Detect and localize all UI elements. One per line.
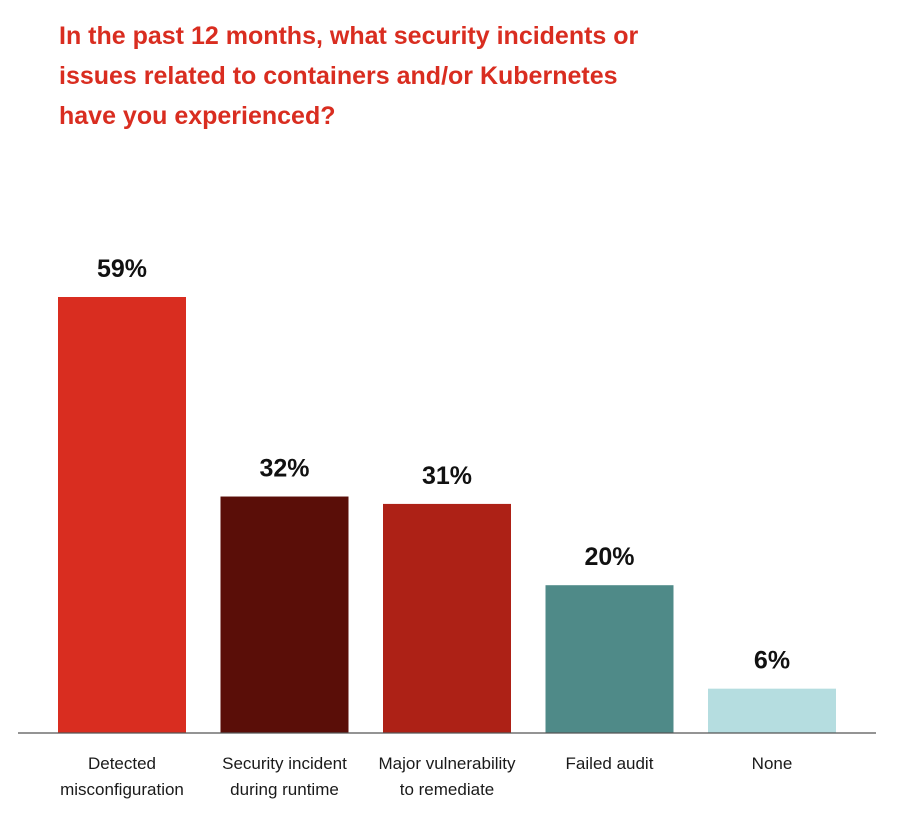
bar-3	[545, 585, 674, 733]
category-label-2: Major vulnerability to remediate	[379, 754, 516, 799]
chart-title: In the past 12 months, what security inc…	[59, 22, 639, 130]
category-label-line: during runtime	[230, 780, 339, 799]
bar-4	[708, 688, 836, 733]
category-label-line: Failed audit	[566, 754, 654, 773]
value-label-1: 32%	[259, 455, 309, 483]
bar-1	[220, 496, 349, 733]
category-label-line: Security incident	[222, 754, 347, 773]
value-label-3: 20%	[584, 543, 634, 571]
category-label-line: misconfiguration	[60, 780, 184, 799]
category-label-line: Detected	[88, 754, 156, 773]
bar-0	[58, 297, 186, 733]
labels-layer: 59% Detected misconfiguration 32% Security i…	[60, 255, 792, 799]
category-label-1: Security incident during runtime	[222, 754, 347, 799]
value-label-4: 6%	[754, 647, 790, 675]
category-label-0: Detected misconfiguration	[60, 754, 184, 799]
bar-2	[383, 503, 511, 733]
category-label-line: Major vulnerability	[379, 754, 516, 773]
value-label-0: 59%	[97, 255, 147, 283]
category-label-4: None	[752, 754, 793, 773]
bars-layer	[58, 297, 836, 733]
value-label-2: 31%	[422, 462, 472, 490]
category-label-3: Failed audit	[566, 754, 654, 773]
category-label-line: to remediate	[400, 780, 495, 799]
category-label-line: None	[752, 754, 793, 773]
